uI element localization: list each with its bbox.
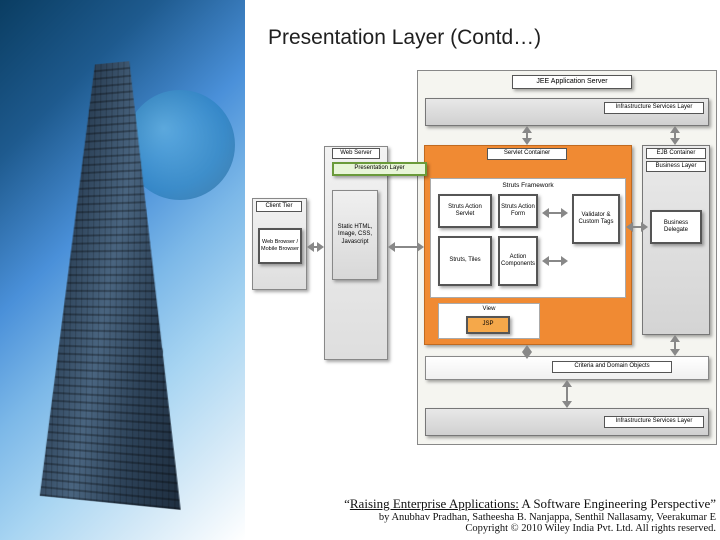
web-server-label: Web Server	[332, 148, 380, 159]
client-tier-label: Client Tier	[256, 201, 302, 212]
arrow-infra-to-servlet	[522, 126, 532, 145]
servlet-container-label: Servlet Container	[487, 148, 567, 160]
jee-app-server-label: JEE Application Server	[512, 75, 632, 89]
arrow-servlet-to-form	[542, 208, 568, 218]
static-assets-box: Static HTML, Image, CSS, Javascript	[332, 190, 378, 280]
jsp-box: JSP	[466, 316, 510, 334]
ejb-container-label: EJB Container	[646, 148, 706, 159]
struts-framework-label: Struts Framework	[431, 182, 625, 190]
slide-footer: “Raising Enterprise Applications: A Soft…	[0, 496, 716, 534]
footer-book-title: “Raising Enterprise Applications: A Soft…	[0, 496, 716, 512]
footer-copyright: Copyright © 2010 Wiley India Pvt. Ltd. A…	[0, 523, 716, 534]
architecture-diagram: JEE Application Server Infrastructure Se…	[252, 70, 720, 455]
struts-action-servlet-box: Struts Action Servlet	[438, 194, 492, 228]
arrow-servlet-to-ejb	[626, 222, 648, 232]
decorative-building-image	[0, 0, 245, 540]
view-label: View	[439, 306, 539, 313]
struts-tiles-box: Struts, Tiles	[438, 236, 492, 286]
arrow-tiles-to-components	[542, 256, 568, 266]
slide-title: Presentation Layer (Contd…)	[268, 26, 541, 50]
arrow-webserver-to-servlet	[388, 242, 424, 252]
business-delegate-box: Business Delegate	[650, 210, 702, 244]
footer-authors: by Anubhav Pradhan, Satheesha B. Nanjapp…	[0, 512, 716, 523]
arrow-infra-to-ejb	[670, 126, 680, 145]
infra-services-bottom-label: Infrastructure Services Layer	[604, 416, 704, 428]
book-title-underlined: Raising Enterprise Applications:	[350, 496, 519, 511]
business-layer-label: Business Layer	[646, 161, 706, 172]
arrow-client-to-webserver	[307, 242, 324, 252]
book-subtitle: A Software Engineering Perspective	[519, 496, 710, 511]
browser-box: Web Browser / Mobile Browser	[258, 228, 302, 264]
arrow-criteria-to-infra	[562, 380, 572, 408]
infra-services-top-label: Infrastructure Services Layer	[604, 102, 704, 114]
quote-close: ”	[710, 496, 716, 511]
presentation-layer-label: Presentation Layer	[332, 162, 427, 176]
arrow-ejb-to-criteria	[670, 335, 680, 356]
struts-action-form-box: Struts Action Form	[498, 194, 538, 228]
arrow-servlet-to-criteria	[522, 345, 532, 356]
criteria-domain-label: Criteria and Domain Objects	[552, 361, 672, 373]
action-components-box: Action Components	[498, 236, 538, 286]
validator-tags-box: Validator & Custom Tags	[572, 194, 620, 244]
